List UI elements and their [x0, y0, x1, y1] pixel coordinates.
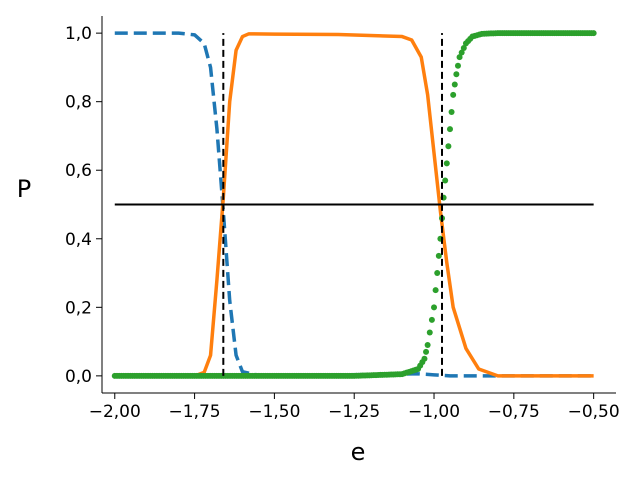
- series-2-point: [424, 342, 431, 349]
- series-2-point: [431, 304, 438, 311]
- y-tick-label: 0,6: [65, 161, 92, 181]
- series-2-point: [421, 355, 428, 362]
- reference-lines: [114, 33, 594, 376]
- y-tick-label: 1,0: [65, 24, 92, 44]
- series-2-point: [456, 54, 463, 61]
- series-2-point: [434, 270, 441, 277]
- series-2-point: [445, 143, 452, 150]
- series-2-point: [460, 44, 467, 51]
- series-2-point: [432, 287, 439, 294]
- series-2-point: [451, 81, 458, 88]
- y-tick-label: 0,8: [65, 93, 92, 113]
- y-tick-label: 0,0: [65, 367, 92, 387]
- x-tick-label: −1,25: [328, 402, 380, 422]
- series-2-point: [590, 30, 597, 37]
- series-2-point: [443, 160, 450, 167]
- series-1-line: [114, 32, 594, 378]
- y-axis-label: P: [17, 175, 31, 203]
- series-2-point: [426, 329, 433, 336]
- series-2-point: [453, 71, 460, 78]
- series-2-point: [435, 252, 442, 259]
- x-axis-label: e: [351, 438, 366, 466]
- series-2-point: [450, 91, 457, 98]
- data-layer: [111, 30, 597, 379]
- x-tick-label: −0,75: [488, 402, 540, 422]
- x-tick-label: −1,00: [408, 402, 460, 422]
- series-2-point: [448, 108, 455, 115]
- x-tick-label: −1,75: [169, 402, 221, 422]
- series-2-point: [458, 49, 465, 56]
- y-tick-label: 0,2: [65, 298, 92, 318]
- x-tick-label: −0,50: [568, 402, 620, 422]
- series-2-point: [454, 62, 461, 69]
- y-tick-label: 0,4: [65, 230, 92, 250]
- series-2-points: [111, 30, 597, 379]
- series-0-line: [114, 31, 594, 378]
- series-2-point: [442, 177, 449, 184]
- x-tick-label: −1,50: [248, 402, 300, 422]
- series-2-point: [428, 316, 435, 323]
- series-2-point: [423, 348, 430, 355]
- series-2-point: [446, 126, 453, 133]
- axes: −2,00 −1,75 −1,50 −1,25 −1,00 −0,75 −0,50 0,0 0,…: [65, 16, 620, 422]
- x-tick-label: −2,00: [89, 402, 141, 422]
